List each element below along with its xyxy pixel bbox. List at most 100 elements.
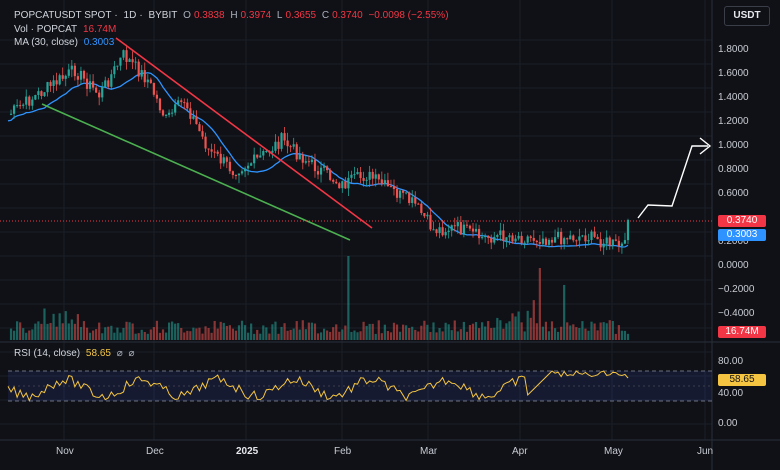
candle-body [493, 236, 496, 243]
volume-bar [113, 332, 116, 340]
volume-bar [43, 308, 46, 340]
candle-body [143, 70, 146, 83]
interval: 1D [123, 10, 137, 21]
candle-body [329, 170, 332, 180]
candle-body [532, 237, 535, 241]
candle-body [216, 151, 219, 154]
candle-body [593, 231, 596, 237]
candle-body [316, 171, 320, 175]
candle-body [67, 69, 70, 76]
candle-body [435, 229, 438, 234]
candle-body [560, 231, 563, 245]
volume-bar [164, 332, 168, 340]
volume-bar [310, 322, 314, 340]
candle-body [341, 181, 344, 189]
volume-bar [371, 323, 374, 340]
volume-bar [435, 332, 438, 340]
ma-legend[interactable]: MA (30, close) 0.3003 [14, 37, 117, 48]
volume-bar [599, 322, 602, 340]
candle-body [553, 237, 557, 243]
candle-body [550, 239, 554, 243]
volume-bar [283, 323, 286, 340]
volume-bar [34, 323, 37, 340]
volume-bar [481, 322, 484, 340]
volume-bar [426, 324, 429, 340]
candle-body [61, 75, 64, 79]
candle-body [502, 230, 505, 241]
candle-body [487, 235, 490, 238]
volume-bar [116, 327, 119, 340]
volume-bar [532, 300, 535, 340]
candle-body [195, 116, 198, 125]
volume-bar [228, 325, 231, 340]
volume-bar [353, 330, 356, 340]
volume-bar [553, 328, 557, 340]
volume-bar [487, 321, 490, 340]
candle-body [113, 66, 116, 75]
candle-body [192, 116, 195, 119]
candle-body [426, 214, 429, 217]
settings-icon[interactable]: ⌀ [128, 348, 135, 359]
candle-body [490, 237, 493, 243]
volume-bar [550, 321, 554, 340]
volume-bar [119, 332, 122, 340]
volume-bar [107, 326, 110, 340]
symbol-name[interactable]: POPCATUSDT SPOT [14, 10, 112, 21]
candle-body [52, 80, 55, 86]
volume-bar [289, 329, 292, 340]
candle-body [37, 91, 40, 96]
volume-bar [198, 327, 201, 340]
candle-body [605, 237, 608, 244]
candle-body [566, 238, 569, 240]
volume-bar [626, 333, 630, 340]
projection-arrowhead [699, 137, 712, 155]
price-axis-label: −0.2000 [718, 284, 755, 295]
candle-body [19, 105, 22, 107]
candle-body [58, 75, 61, 85]
volume-bar [468, 325, 472, 340]
candle-body [31, 99, 34, 106]
volume-bar [274, 321, 277, 340]
candle-body [16, 105, 19, 107]
candle-body [462, 224, 465, 235]
volume-bar [356, 332, 359, 340]
candle-body [237, 173, 241, 176]
volume-bar [28, 330, 31, 340]
volume-bar [405, 325, 408, 340]
volume-bar [326, 330, 329, 340]
candle-body [508, 235, 511, 238]
candle-body [484, 235, 487, 238]
volume-bar [432, 322, 435, 340]
volume-bar [319, 332, 323, 340]
candle-body [259, 155, 262, 158]
volume-bar [9, 328, 13, 340]
candle-body [183, 102, 186, 104]
candle-body [429, 214, 432, 230]
currency-button[interactable]: USDT [724, 6, 770, 26]
candle-body [12, 105, 16, 114]
volume-bar [161, 329, 165, 340]
volume-bar [313, 323, 317, 340]
volume-bar [280, 326, 283, 340]
candle-body [253, 154, 256, 164]
time-axis-label: Dec [146, 446, 164, 457]
volume-bar [374, 333, 377, 340]
candle-body [353, 174, 356, 176]
candle-body [350, 174, 353, 178]
candle-body [380, 179, 383, 185]
candle-body [140, 70, 143, 77]
volume-bar [167, 322, 171, 340]
candle-body [310, 159, 314, 163]
candle-body [186, 102, 189, 109]
volume-bar [417, 331, 420, 340]
volume-legend[interactable]: Vol · POPCAT 16.74M [14, 24, 119, 35]
rsi-legend[interactable]: RSI (14, close) 58.65 ⌀ ⌀ [14, 348, 138, 359]
time-axis-label: Mar [420, 446, 438, 457]
candle-body [104, 80, 107, 87]
volume-bar [37, 321, 40, 340]
candle-body [164, 114, 168, 116]
rsi-line [7, 370, 629, 402]
eye-icon[interactable]: ⌀ [116, 348, 123, 359]
